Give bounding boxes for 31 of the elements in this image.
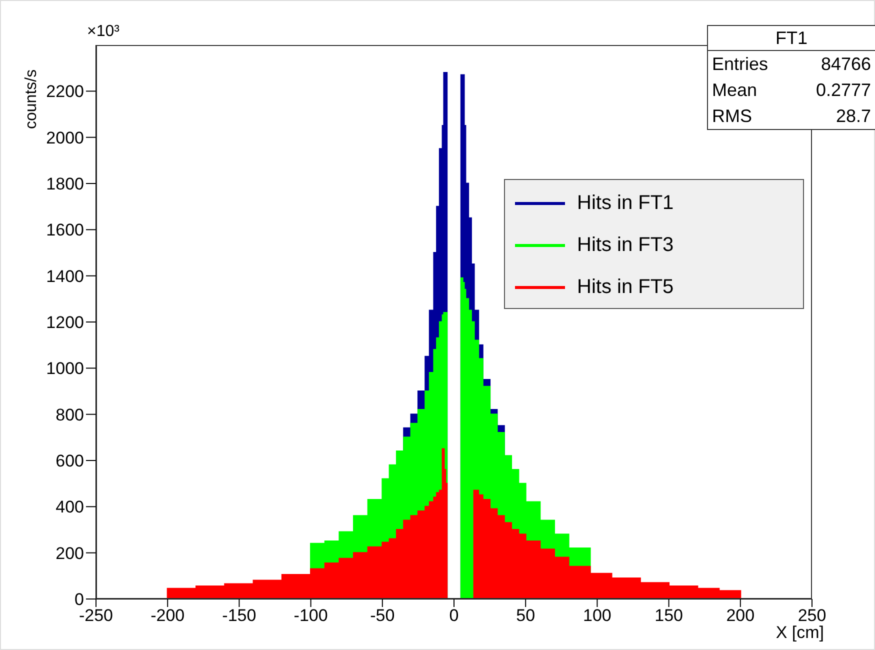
y-tick-label: 400 — [56, 498, 84, 517]
legend-label: Hits in FT5 — [577, 276, 674, 298]
x-tick-label: -100 — [294, 606, 328, 626]
text: ×10³ — [87, 23, 120, 41]
x-tick-label: 200 — [726, 606, 755, 626]
x-tick-label: 100 — [583, 606, 612, 626]
text: Entries 84766 — [712, 54, 871, 74]
y-tick-label: 200 — [56, 544, 84, 563]
x-tick-label: 50 — [516, 606, 536, 626]
y-tick-label: 1400 — [46, 266, 84, 286]
x-tick-label: 250 — [798, 606, 826, 626]
x-tick-label: 150 — [654, 606, 683, 626]
x-axis-title: X [cm] — [776, 623, 824, 643]
x-tick-label: -50 — [370, 606, 395, 626]
y-tick-label: 1000 — [46, 359, 84, 378]
y-tick-label: 600 — [56, 452, 84, 471]
y-tick-label: 2000 — [46, 128, 84, 148]
y-tick-label: 2200 — [46, 82, 84, 102]
y-tick-label: 1600 — [46, 220, 84, 240]
legend-label: Hits in FT1 — [577, 192, 674, 214]
text: RMS 28.7 — [712, 106, 871, 126]
text: Mean 0.2777 — [712, 80, 871, 100]
x-tick-label: 0 — [449, 606, 459, 626]
legend-label: Hits in FT3 — [577, 234, 674, 256]
x-tick-label: -150 — [222, 606, 256, 626]
y-axis-title: counts/s — [23, 69, 41, 129]
y-tick-label: 800 — [56, 405, 84, 424]
annotation: FT1 — [708, 26, 875, 51]
y-tick-label: 1800 — [46, 174, 84, 194]
y-tick-label: 1200 — [46, 313, 84, 332]
x-tick-label: -200 — [150, 606, 185, 626]
